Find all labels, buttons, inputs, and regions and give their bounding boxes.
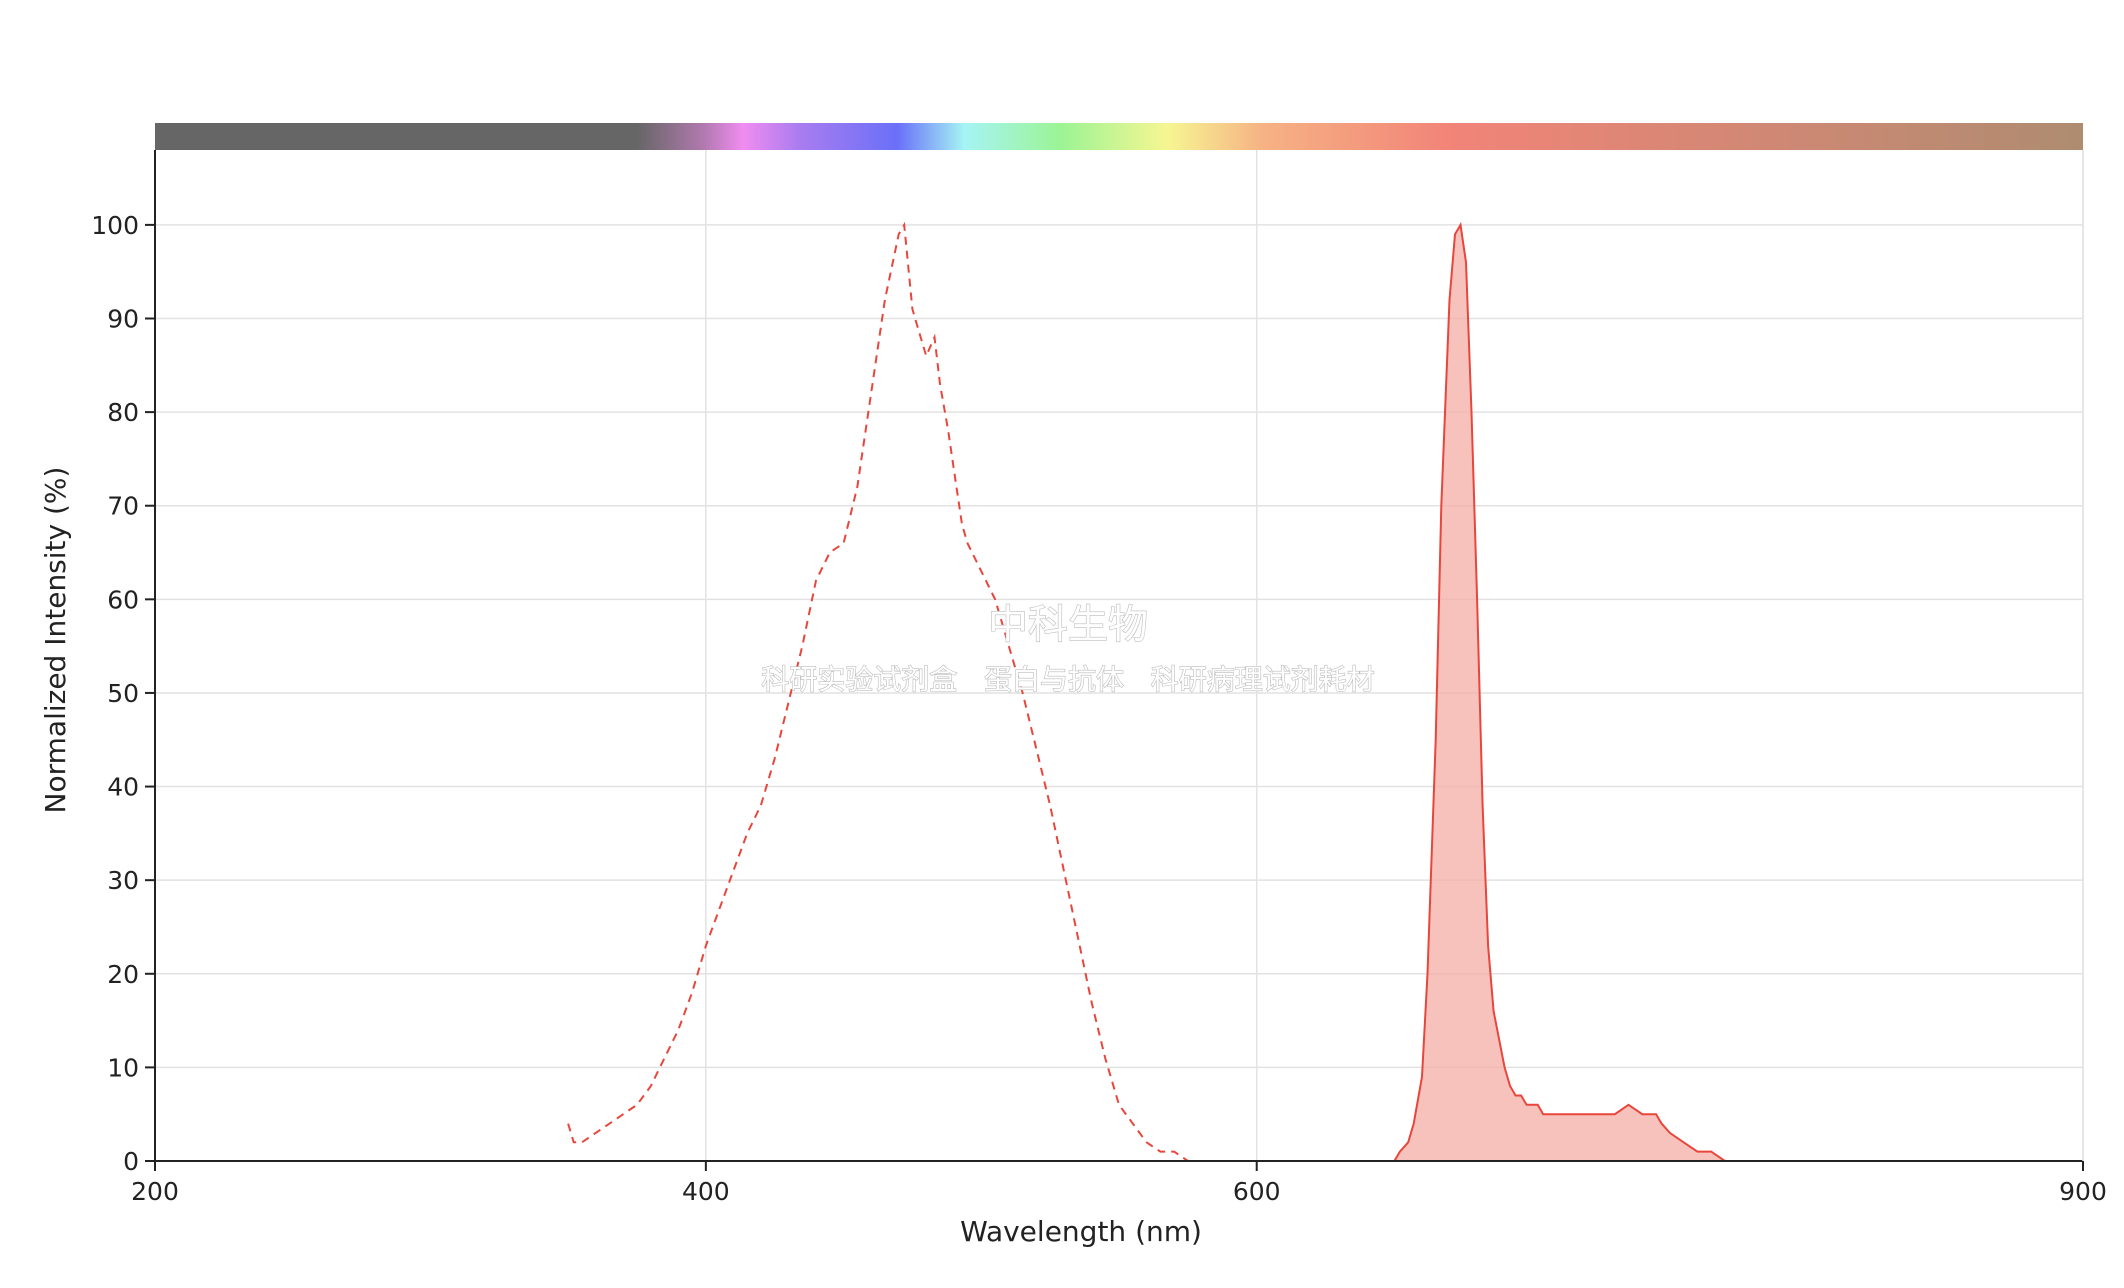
emission-line (1256, 221, 1836, 1162)
y-tick-label: 100 (91, 211, 139, 240)
x-axis-title: Wavelength (nm) (960, 1215, 1202, 1248)
y-tick-label: 40 (107, 773, 139, 802)
y-tick-label: 80 (107, 398, 139, 427)
y-tick-label: 10 (107, 1053, 139, 1082)
x-tick-label: 600 (1233, 1177, 1281, 1206)
axes (145, 150, 2084, 1171)
watermark-title: 中科生物 (988, 602, 1148, 648)
y-tick-label: 90 (107, 305, 139, 334)
x-tick-label: 900 (2059, 1177, 2107, 1206)
x-tick-label: 400 (682, 1177, 730, 1206)
tick-labels: 0 10 20 30 40 50 60 70 80 90 100 200 400 600 900 (91, 211, 2107, 1206)
y-tick-label: 70 (107, 492, 139, 521)
y-tick-label: 0 (123, 1147, 139, 1176)
grid-lines (155, 150, 2084, 1161)
watermark-subtitle: 科研实验试剂盒 蛋白与抗体 科研病理试剂耗材 (761, 663, 1374, 696)
spectrum-bar (155, 123, 2083, 150)
y-tick-label: 30 (107, 866, 139, 895)
y-axis-title: Normalized Intensity (%) (39, 467, 72, 814)
y-tick-label: 50 (107, 679, 139, 708)
x-tick-label: 200 (131, 1177, 179, 1206)
y-tick-label: 20 (107, 960, 139, 989)
y-tick-label: 60 (107, 585, 139, 614)
series-layer (567, 221, 1836, 1162)
